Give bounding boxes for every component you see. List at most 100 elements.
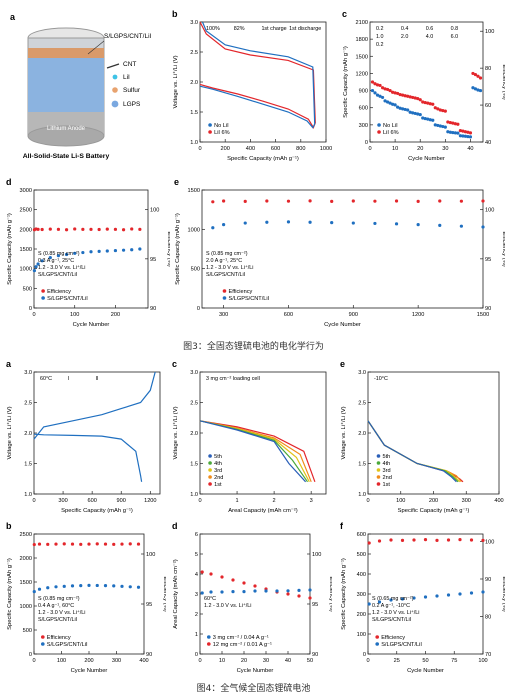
y-axis-label: Areal Capacity (mAh cm⁻²)	[173, 559, 179, 628]
data-point	[400, 597, 405, 601]
data-point	[138, 247, 142, 251]
data-point	[401, 93, 405, 97]
data-point	[243, 221, 247, 225]
x-tick-label: 30	[263, 658, 269, 664]
legend-marker	[41, 635, 45, 639]
data-point	[441, 108, 445, 113]
x-tick-label: 1	[235, 498, 238, 504]
condition-text: 2.0 A g⁻¹, 25°C	[206, 258, 242, 264]
data-point	[416, 96, 420, 101]
legend-label: 2nd	[214, 475, 223, 481]
data-point	[413, 96, 417, 100]
legend-label: Efficiency	[47, 289, 71, 295]
data-point	[383, 99, 387, 103]
legend-marker	[207, 642, 211, 646]
data-point	[128, 585, 132, 589]
figure-3-caption: 图3：全固态锂硫电池的电化学行为	[183, 342, 324, 352]
y-tick-label: 2500	[20, 208, 32, 214]
y-tick-label: 1.5	[190, 462, 198, 468]
data-point	[373, 91, 377, 95]
data-point	[308, 220, 312, 224]
anode-label: Lithium Anode	[47, 126, 86, 132]
data-point	[113, 248, 118, 253]
data-point	[459, 199, 463, 203]
data-point	[401, 107, 405, 111]
x-tick-label: 75	[451, 658, 457, 664]
data-point	[466, 130, 470, 134]
data-point	[265, 199, 269, 203]
x-tick-label: 50	[307, 658, 313, 664]
y-tick-label: 0	[365, 140, 368, 146]
x-tick-label: 0	[366, 498, 369, 504]
x-tick-label: 200	[111, 312, 120, 318]
legend-label: LiI 6%	[383, 130, 399, 136]
data-point	[443, 109, 447, 113]
data-point	[469, 591, 474, 595]
y2-tick-label: 95	[150, 257, 156, 263]
data-point	[393, 91, 397, 95]
data-point	[32, 269, 37, 273]
data-point	[388, 101, 392, 105]
x-tick-label: 300	[112, 658, 121, 664]
data-point	[375, 93, 380, 97]
y2-tick-label: 60	[485, 103, 491, 109]
annotation-text: 1st discharge	[289, 26, 321, 32]
x-tick-label: 10	[392, 146, 398, 152]
data-point	[330, 221, 334, 225]
y2-tick-label: 95	[312, 602, 318, 608]
data-point	[416, 199, 420, 204]
data-point	[418, 112, 422, 117]
data-point	[446, 130, 450, 134]
y2-axis-label: Efficiency (%)	[328, 576, 332, 611]
data-point	[330, 199, 334, 204]
data-point	[441, 124, 445, 129]
x-tick-label: 10	[219, 658, 225, 664]
data-point	[211, 200, 215, 204]
condition-text: 60°C	[204, 596, 216, 602]
data-point	[56, 227, 61, 231]
y-tick-label: 600	[359, 106, 368, 112]
legend-label: 1st	[382, 482, 390, 488]
legend-marker	[377, 123, 381, 127]
series-line	[199, 21, 316, 129]
data-point	[473, 72, 478, 77]
y2-axis-label: Efficiency (%)	[166, 231, 170, 266]
y-tick-label: 1.0	[24, 492, 32, 498]
y2-tick-label: 90	[485, 306, 491, 312]
condition-text: 1.2 - 3.0 V vs. Li⁺/Li	[204, 603, 252, 609]
data-point	[112, 584, 116, 588]
y-tick-label: 2.0	[358, 431, 366, 437]
y-tick-label: 2.0	[190, 80, 198, 86]
x-tick-label: 20	[417, 146, 423, 152]
legend-sulfur: Sulfur	[123, 87, 141, 94]
y-tick-label: 1.0	[190, 140, 198, 146]
data-point	[451, 130, 455, 135]
condition-text: S (0.65 mg cm⁻²)	[372, 596, 414, 602]
data-point	[458, 592, 462, 596]
y-tick-label: 1.5	[190, 110, 198, 116]
x-tick-label: 0	[198, 658, 201, 664]
legend-marker	[41, 296, 45, 300]
data-point	[200, 570, 204, 574]
legend-label: Efficiency	[228, 289, 252, 295]
data-point	[377, 539, 382, 543]
chart-f3c: c 0 10 20 30 40 0 300 600 900 1200 1500 1800 2100 40 60…	[342, 9, 505, 162]
data-point	[458, 128, 462, 133]
data-point	[396, 105, 400, 109]
condition-text: S/LGPS/CNT/LiI	[38, 617, 77, 623]
data-point	[40, 259, 44, 263]
data-point	[73, 251, 77, 255]
data-point	[426, 101, 430, 105]
y2-tick-label: 90	[312, 652, 318, 658]
data-point	[220, 575, 224, 579]
data-point	[436, 107, 440, 111]
legend-lgps: LGPS	[123, 101, 141, 108]
data-point	[264, 589, 268, 593]
x-tick-label: 25	[394, 658, 400, 664]
y-axis-label: Voltage vs. Li⁺/Li (V)	[6, 406, 13, 459]
data-point	[393, 103, 397, 107]
condition-text: 1.2 - 3.0 V vs. Li⁺/Li	[206, 265, 254, 271]
data-point	[446, 593, 451, 597]
data-point	[418, 98, 422, 102]
data-point	[253, 589, 257, 593]
